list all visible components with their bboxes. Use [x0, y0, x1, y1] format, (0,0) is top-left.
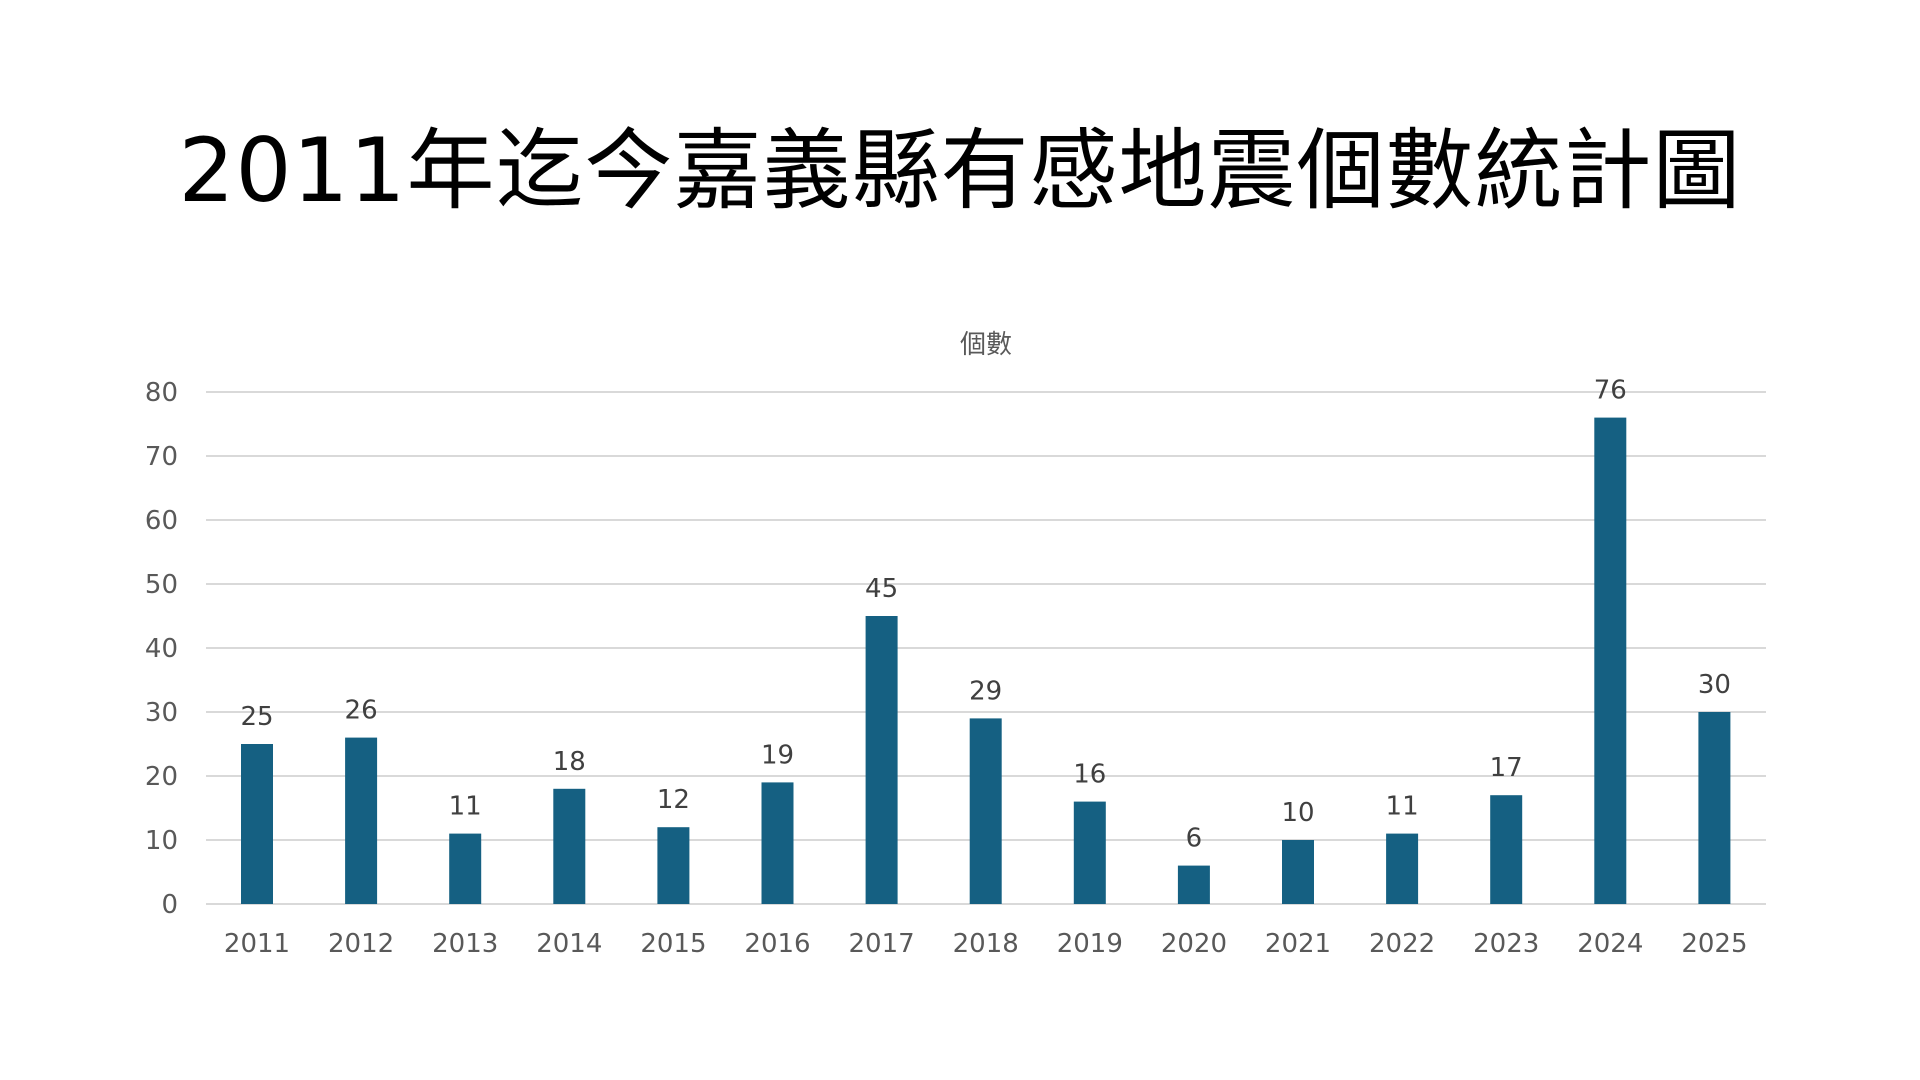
x-tick-label: 2019 [1057, 929, 1123, 959]
data-label: 30 [1698, 670, 1731, 700]
data-label: 12 [657, 785, 690, 815]
x-tick-label: 2022 [1369, 929, 1435, 959]
data-label: 16 [1073, 760, 1106, 790]
x-tick-label: 2012 [328, 929, 394, 959]
data-label: 10 [1281, 798, 1314, 828]
x-tick-label: 2023 [1473, 929, 1539, 959]
data-label: 76 [1594, 376, 1627, 406]
bar-2021 [1282, 840, 1314, 904]
y-tick-label: 50 [145, 570, 178, 600]
y-tick-label: 0 [161, 890, 178, 920]
x-tick-label: 2017 [849, 929, 915, 959]
bar-2012 [345, 737, 378, 904]
y-tick-label: 60 [145, 506, 178, 536]
y-tick-label: 70 [145, 442, 178, 472]
data-label: 11 [449, 792, 482, 822]
y-tick-label: 30 [145, 698, 178, 728]
y-tick-label: 40 [145, 634, 178, 664]
bar-2018 [969, 718, 1002, 904]
data-label: 26 [345, 696, 378, 726]
bar-2025 [1698, 712, 1731, 904]
x-tick-label: 2024 [1577, 929, 1643, 959]
data-label: 17 [1490, 753, 1523, 783]
data-label: 29 [969, 676, 1002, 706]
y-tick-label: 10 [145, 826, 178, 856]
x-tick-label: 2013 [432, 929, 498, 959]
series-title: 個數 [960, 330, 1012, 360]
x-tick-label: 2011 [224, 929, 290, 959]
x-tick-label: 2015 [640, 929, 706, 959]
bar-2014 [553, 788, 586, 904]
x-tick-label: 2014 [536, 929, 602, 959]
data-label: 18 [553, 747, 586, 777]
y-tick-label: 20 [145, 762, 178, 792]
x-tick-label: 2025 [1681, 929, 1747, 959]
bar-2011 [241, 744, 273, 904]
data-label: 45 [865, 574, 898, 604]
bar-2015 [657, 827, 690, 904]
data-label: 6 [1186, 824, 1203, 854]
bar-2016 [761, 782, 794, 904]
bar-2023 [1490, 795, 1523, 904]
y-tick-label: 80 [145, 378, 178, 408]
data-label: 11 [1386, 792, 1419, 822]
bar-2017 [865, 616, 898, 904]
bar-2024 [1594, 417, 1627, 904]
bar-2019 [1073, 801, 1106, 904]
chart-title: 2011年迄今嘉義縣有感地震個數統計圖 [178, 119, 1742, 222]
x-tick-label: 2016 [744, 929, 810, 959]
data-label: 25 [240, 702, 273, 732]
data-label: 19 [761, 740, 794, 770]
x-tick-label: 2018 [953, 929, 1019, 959]
bar-2022 [1386, 833, 1419, 904]
bar-2013 [449, 833, 482, 904]
x-tick-label: 2020 [1161, 929, 1227, 959]
bar-2020 [1177, 865, 1210, 904]
x-tick-label: 2021 [1265, 929, 1331, 959]
